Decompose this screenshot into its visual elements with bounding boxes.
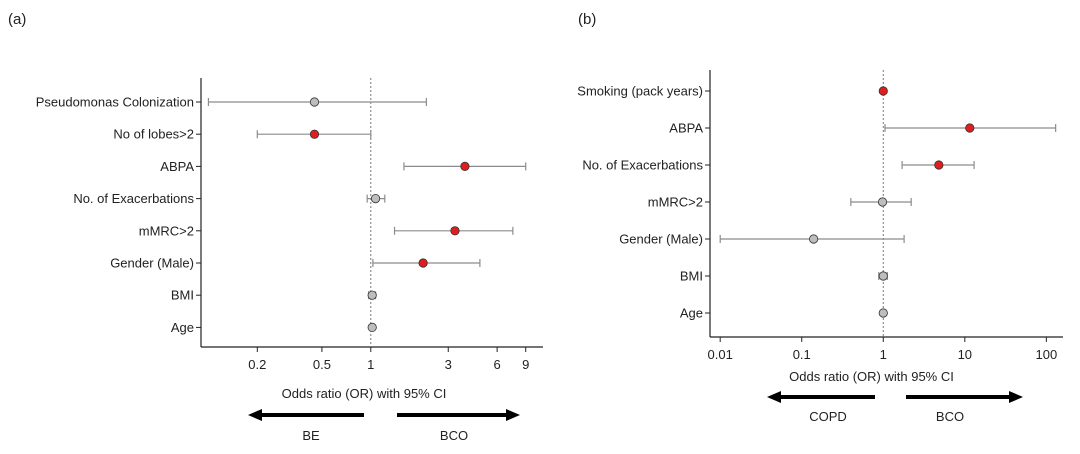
x-axis-label: Odds ratio (OR) with 95% CI <box>282 386 447 401</box>
or-point <box>878 308 888 318</box>
right-arrow-head <box>1009 391 1023 403</box>
or-point <box>965 123 975 133</box>
row-label: BMI <box>680 269 703 284</box>
left-arrow-head <box>248 409 262 421</box>
row-label: mMRC>2 <box>139 223 194 238</box>
row-label: BMI <box>171 288 194 303</box>
row-label: ABPA <box>669 121 703 136</box>
panel-label-0: (a) <box>8 11 26 28</box>
left-arrow <box>248 409 364 421</box>
or-point <box>460 161 470 171</box>
or-point <box>309 129 320 139</box>
x-tick-label: 3 <box>445 357 452 372</box>
left-arrow-label: BE <box>302 428 320 443</box>
x-axis-label: Odds ratio (OR) with 95% CI <box>789 369 954 384</box>
right-arrow-head <box>506 409 520 421</box>
right-arrow-label: BCO <box>936 409 964 424</box>
left-arrow <box>767 391 875 403</box>
right-arrow <box>906 391 1023 403</box>
x-tick-label: 0.01 <box>708 347 733 362</box>
x-tick-label: 6 <box>494 357 501 372</box>
row-label: Gender (Male) <box>110 256 194 271</box>
x-tick-label: 9 <box>522 357 529 372</box>
x-tick-label: 0.2 <box>248 357 266 372</box>
row-label: Age <box>171 320 194 335</box>
or-point <box>370 194 381 204</box>
or-point <box>309 97 320 107</box>
or-point <box>418 258 428 268</box>
x-tick-label: 0.1 <box>793 347 811 362</box>
right-arrow <box>397 409 520 421</box>
row-label: No. of Exacerbations <box>582 158 703 173</box>
row-label: Gender (Male) <box>619 232 703 247</box>
or-point <box>878 86 888 96</box>
or-point <box>809 234 819 244</box>
or-point <box>934 160 944 170</box>
row-label: Smoking (pack years) <box>577 84 703 99</box>
or-point <box>450 226 460 236</box>
left-arrow-label: COPD <box>809 409 847 424</box>
row-label: mMRC>2 <box>648 195 703 210</box>
row-label: No. of Exacerbations <box>73 191 194 206</box>
or-point <box>367 290 377 300</box>
left-arrow-head <box>767 391 781 403</box>
or-point <box>877 197 888 207</box>
x-tick-label: 0.5 <box>313 357 331 372</box>
row-label: Pseudomonas Colonization <box>36 95 194 110</box>
right-arrow-label: BCO <box>440 428 468 443</box>
row-label: No of lobes>2 <box>113 127 194 142</box>
row-label: ABPA <box>160 159 194 174</box>
x-tick-label: 10 <box>958 347 972 362</box>
or-point <box>878 271 888 281</box>
panel-label-1: (b) <box>578 11 596 28</box>
or-point <box>367 322 377 332</box>
row-label: Age <box>680 306 703 321</box>
x-tick-label: 1 <box>880 347 887 362</box>
x-tick-label: 1 <box>367 357 374 372</box>
x-tick-label: 100 <box>1036 347 1058 362</box>
